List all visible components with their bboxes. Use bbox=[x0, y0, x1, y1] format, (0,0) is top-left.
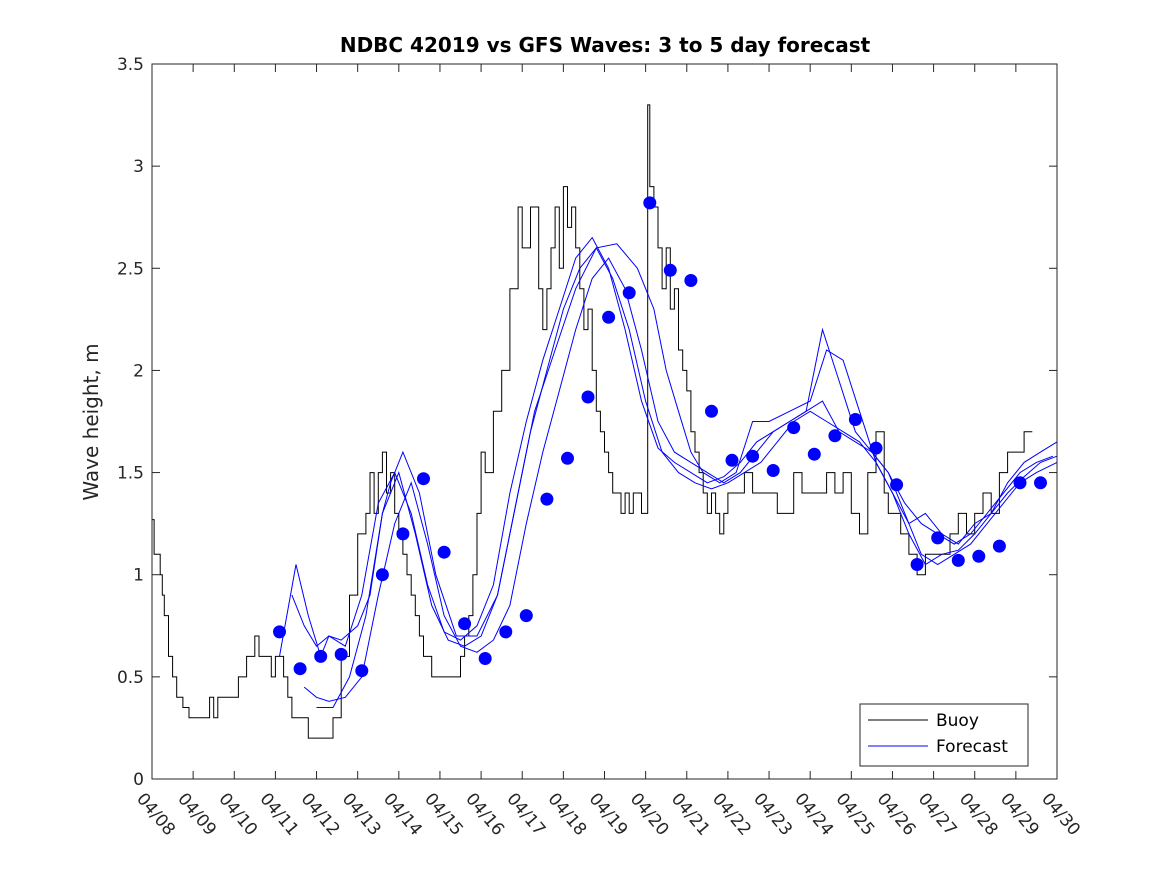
forecast-marker bbox=[643, 196, 657, 210]
forecast-marker bbox=[355, 664, 369, 678]
forecast-marker bbox=[561, 451, 574, 465]
forecast-run-line bbox=[279, 243, 1058, 658]
forecast-marker bbox=[890, 478, 904, 492]
x-tick-label: 04/30 bbox=[1037, 789, 1084, 839]
y-tick-label: 2.5 bbox=[117, 259, 144, 279]
forecast-marker bbox=[540, 492, 554, 506]
forecast-run-line bbox=[316, 246, 1058, 708]
x-tick-label: 04/12 bbox=[297, 789, 344, 839]
forecast-marker bbox=[746, 449, 760, 463]
forecast-marker bbox=[910, 558, 924, 571]
x-tick-label: 04/24 bbox=[790, 789, 837, 839]
legend-label-forecast: Forecast bbox=[936, 737, 1008, 757]
x-tick-label: 04/13 bbox=[338, 789, 385, 839]
y-tick-label: 1.5 bbox=[117, 464, 144, 484]
forecast-marker bbox=[519, 609, 533, 623]
y-tick-label: 1 bbox=[133, 566, 144, 586]
forecast-marker bbox=[1034, 476, 1047, 490]
y-tick-label: 3 bbox=[133, 157, 144, 177]
x-tick-label: 04/21 bbox=[667, 789, 714, 839]
forecast-marker bbox=[684, 274, 698, 287]
forecast-marker bbox=[787, 421, 801, 435]
x-tick-label: 04/27 bbox=[914, 789, 961, 839]
forecast-run-line bbox=[303, 257, 1058, 702]
x-tick-label: 04/29 bbox=[996, 789, 1043, 839]
forecast-marker bbox=[314, 649, 328, 663]
forecast-marker bbox=[334, 647, 348, 661]
forecast-marker bbox=[828, 429, 842, 443]
forecast-marker bbox=[499, 625, 513, 639]
x-tick-label: 04/15 bbox=[420, 789, 467, 839]
chart-title: NDBC 42019 vs GFS Waves: 3 to 5 day fore… bbox=[340, 33, 871, 57]
forecast-marker bbox=[705, 404, 718, 418]
forecast-marker bbox=[273, 625, 286, 639]
y-tick-label: 0 bbox=[133, 770, 144, 790]
forecast-marker bbox=[622, 286, 636, 300]
forecast-marker bbox=[807, 447, 821, 461]
y-tick-label: 0.5 bbox=[117, 668, 144, 688]
forecast-marker bbox=[992, 539, 1006, 553]
x-tick-label: 04/22 bbox=[708, 789, 755, 839]
y-axis-label: Wave height, m bbox=[79, 343, 103, 500]
forecast-marker bbox=[458, 617, 472, 631]
forecast-marker bbox=[581, 390, 595, 404]
forecast-marker bbox=[375, 568, 389, 582]
x-tick-label: 04/19 bbox=[585, 789, 632, 839]
forecast-marker bbox=[293, 662, 307, 676]
buoy-series-line bbox=[152, 104, 1033, 739]
forecast-marker bbox=[417, 472, 430, 486]
forecast-marker bbox=[602, 310, 616, 324]
x-tick-label: 04/26 bbox=[873, 789, 920, 839]
plot-area bbox=[152, 104, 1058, 739]
forecast-marker bbox=[972, 549, 986, 563]
axes-box bbox=[151, 63, 1058, 780]
forecast-marker bbox=[848, 413, 862, 426]
x-tick-label: 04/16 bbox=[461, 789, 508, 839]
x-tick-label: 04/11 bbox=[256, 789, 303, 839]
x-tick-label: 04/14 bbox=[379, 789, 426, 839]
legend-label-buoy: Buoy bbox=[936, 711, 979, 731]
y-tick-label: 3.5 bbox=[117, 55, 144, 75]
forecast-marker bbox=[869, 441, 883, 455]
forecast-marker bbox=[663, 263, 677, 277]
x-tick-label: 04/09 bbox=[173, 789, 220, 839]
forecast-marker bbox=[396, 527, 410, 541]
x-tick-label: 04/23 bbox=[749, 789, 796, 839]
x-tick-label: 04/10 bbox=[214, 789, 261, 839]
x-tick-label: 04/25 bbox=[831, 789, 878, 839]
legend-box bbox=[859, 703, 1029, 767]
x-tick-label: 04/17 bbox=[502, 789, 549, 839]
forecast-marker bbox=[1013, 476, 1027, 490]
forecast-run-line bbox=[291, 236, 1054, 647]
x-tick-label: 04/20 bbox=[626, 789, 673, 839]
x-tick-label: 04/28 bbox=[955, 789, 1002, 839]
forecast-marker bbox=[931, 531, 945, 545]
legend: Buoy Forecast bbox=[859, 703, 1029, 767]
x-tick-label: 04/08 bbox=[132, 789, 179, 839]
forecast-marker bbox=[951, 553, 965, 567]
forecast-marker bbox=[725, 453, 739, 467]
forecast-marker bbox=[478, 652, 492, 665]
x-tick-label: 04/18 bbox=[544, 789, 591, 839]
forecast-marker bbox=[437, 545, 451, 559]
forecast-marker bbox=[766, 464, 780, 477]
y-tick-label: 2 bbox=[133, 361, 144, 381]
